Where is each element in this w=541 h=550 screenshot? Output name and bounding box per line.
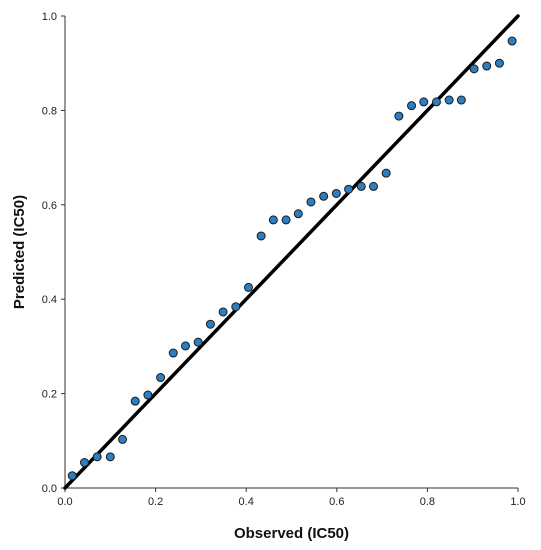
data-point (482, 61, 492, 71)
reference-line-layer (63, 14, 520, 490)
data-point (494, 58, 504, 68)
x-tick-label: 1.0 (510, 496, 525, 508)
data-point (344, 184, 354, 194)
data-point (256, 231, 266, 241)
data-point (331, 188, 341, 198)
data-point (469, 64, 479, 74)
data-point (268, 215, 278, 225)
data-point (319, 191, 329, 201)
data-point (218, 307, 228, 317)
data-point (456, 95, 466, 105)
data-point (407, 101, 417, 111)
data-point (193, 337, 203, 347)
reference-line (63, 14, 520, 490)
data-point (243, 282, 253, 292)
data-point (306, 197, 316, 207)
data-point (444, 95, 454, 105)
data-point (156, 373, 166, 383)
y-tick-label: 0.8 (42, 105, 57, 117)
data-point (67, 471, 77, 481)
data-point (118, 434, 128, 444)
data-point (356, 181, 366, 191)
data-point (419, 97, 429, 107)
data-point (394, 111, 404, 121)
y-tick-label: 0.0 (42, 483, 57, 495)
data-point (381, 168, 391, 178)
data-point (105, 452, 115, 462)
axes: 0.0 0.2 0.4 0.6 0.8 1.0 0.0 0.2 0.4 0.6 0.8 1.0 (42, 11, 526, 508)
y-tick-label: 0.6 (42, 200, 57, 212)
data-point (293, 209, 303, 219)
data-point (205, 319, 215, 329)
data-point (507, 36, 517, 46)
data-point (168, 348, 178, 358)
x-tick-label: 0.4 (239, 496, 254, 508)
x-tick-label: 0.8 (420, 496, 435, 508)
data-point (231, 302, 241, 312)
x-tick-label: 0.0 (57, 496, 72, 508)
x-tick-label: 0.2 (148, 496, 163, 508)
y-tick-label: 0.2 (42, 389, 57, 401)
x-tick-label: 0.6 (329, 496, 344, 508)
data-point (431, 97, 441, 107)
y-axis-title: Predicted (IC50) (11, 195, 28, 309)
x-axis-title: Observed (IC50) (234, 525, 349, 542)
data-point (143, 390, 153, 400)
y-tick-label: 1.0 (42, 11, 57, 23)
points-layer (67, 36, 517, 481)
data-point (368, 181, 378, 191)
data-point (180, 341, 190, 351)
data-point (130, 396, 140, 406)
data-point (281, 215, 291, 225)
data-point (92, 452, 102, 462)
y-tick-label: 0.4 (42, 294, 57, 306)
data-point (79, 458, 89, 468)
